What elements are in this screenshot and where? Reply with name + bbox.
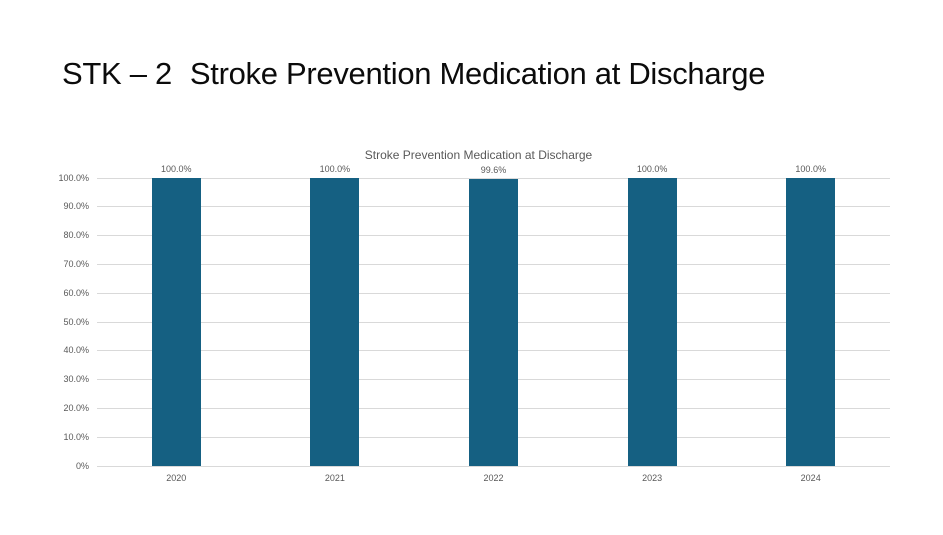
y-axis-tick-label: 30.0% [63,374,89,385]
y-axis-tick-label: 70.0% [63,258,89,269]
bar-2022 [469,179,518,466]
plot-area: 0% 10.0% 20.0% 30.0% 40.0% 50.0% 60.0% 70.0% 80.… [58,164,890,483]
y-axis-tick-label: 80.0% [63,230,89,241]
bar-data-label: 100.0% [636,164,668,174]
bar-2024 [786,178,836,466]
gridline [97,177,890,179]
x-axis-tick-label: 2024 [800,473,821,483]
y-axis-tick-label: 100.0% [58,172,89,183]
bar-2021 [310,178,360,466]
gridline [97,465,890,467]
bar-2020 [151,178,201,466]
chart-title: Stroke Prevention Medication at Discharg… [364,148,593,162]
y-axis-tick-label: 60.0% [63,287,89,298]
x-axis-tick-label: 2023 [642,473,663,483]
page-title: STK – 2 Stroke Prevention Medication at D… [62,56,765,92]
y-axis-tick-label: 20.0% [63,402,89,413]
y-axis-tick-label: 50.0% [63,316,89,327]
bar-data-label: 100.0% [795,164,826,174]
page-title-prefix: STK – 2 [62,56,172,91]
y-axis-tick-label: 90.0% [63,201,89,212]
bar-data-label: 100.0% [161,164,192,174]
bar-chart: Stroke Prevention Medication at Discharg… [58,145,895,490]
bar-2023 [627,178,677,466]
y-axis-tick-label: 40.0% [63,345,89,356]
page-title-text: Stroke Prevention Medication at Discharg… [189,56,766,91]
x-axis-tick-label: 2020 [166,473,187,483]
y-axis-tick-label: 0% [75,460,89,471]
bar-data-label: 100.0% [319,164,351,174]
x-axis-tick-label: 2021 [324,473,345,483]
bar-data-label: 99.6% [480,165,507,176]
x-axis-tick-label: 2022 [483,473,504,483]
y-axis-tick-label: 10.0% [63,431,89,442]
